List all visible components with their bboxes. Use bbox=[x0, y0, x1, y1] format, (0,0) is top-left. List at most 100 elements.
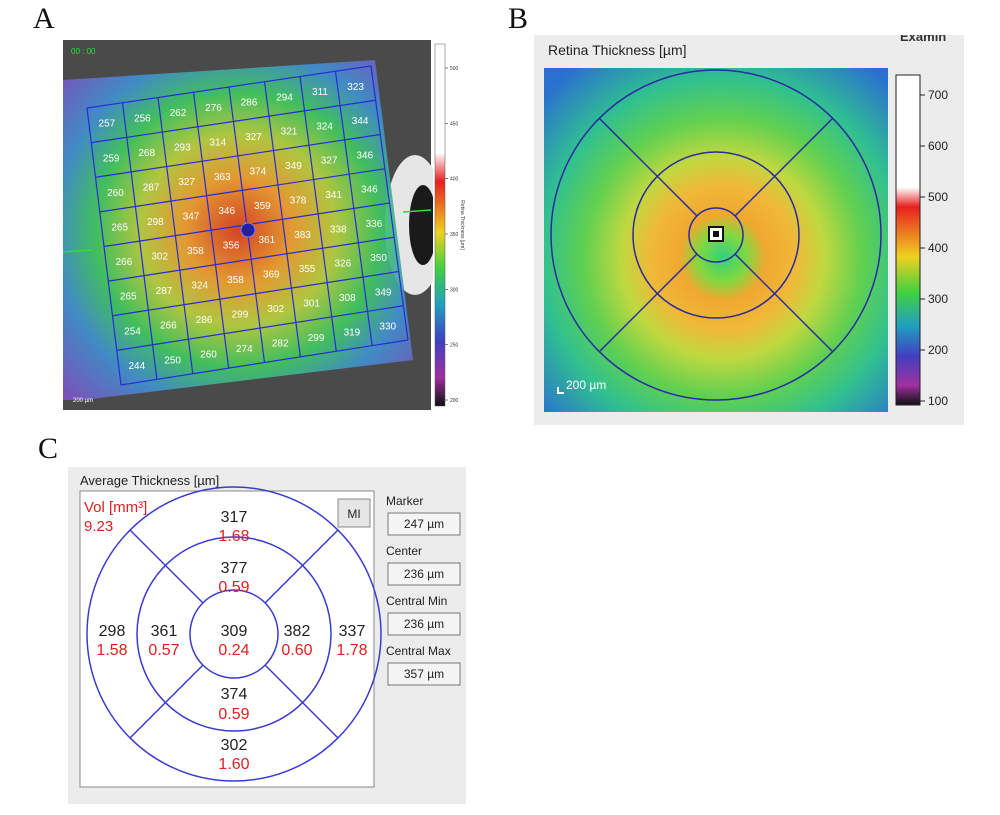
colorbar-title: Retina Thickness [µm] bbox=[459, 200, 465, 250]
vol-label: Vol [mm³] bbox=[84, 499, 147, 516]
sector-line-nw bbox=[598, 117, 698, 217]
inner-left-thickness: 361 bbox=[151, 623, 178, 640]
grid-cell-value: 260 bbox=[107, 188, 124, 199]
grid-cell-value: 244 bbox=[128, 361, 145, 372]
colorbar-ticks: 700 600 500 400 300 200 100 bbox=[920, 88, 948, 408]
grid-cell-value: 346 bbox=[356, 150, 373, 161]
grid-cell-value: 344 bbox=[352, 116, 369, 127]
inner-top-thickness: 377 bbox=[221, 560, 248, 577]
inner-bottom-thickness: 374 bbox=[221, 686, 248, 703]
middle-ring bbox=[632, 151, 800, 319]
outer-ring bbox=[86, 486, 382, 782]
colorbar-tick-label: 250 bbox=[450, 343, 459, 349]
colorbar-tick-label: 300 bbox=[450, 287, 459, 293]
grid-cell-value: 262 bbox=[170, 108, 187, 119]
inner-top-volume: 0.59 bbox=[218, 579, 249, 596]
field-label-marker: Marker bbox=[386, 494, 423, 508]
grid-cell-value: 326 bbox=[334, 259, 351, 270]
grid-cell-value: 265 bbox=[120, 292, 137, 303]
grid-cell-value: 336 bbox=[366, 219, 383, 230]
colorbar-tick-label: 500 bbox=[928, 190, 948, 204]
outer-top-volume: 1.68 bbox=[218, 528, 249, 545]
panel-label-c: C bbox=[38, 432, 59, 465]
grid-cell-value: 266 bbox=[160, 321, 177, 332]
colorbar-tick-label: 500 bbox=[450, 66, 459, 72]
outer-right-thickness: 337 bbox=[339, 623, 366, 640]
grid-cell-value: 355 bbox=[299, 264, 316, 275]
middle-ring bbox=[136, 536, 332, 732]
outer-top-thickness: 317 bbox=[221, 509, 248, 526]
grid-cell-value: 311 bbox=[312, 87, 328, 98]
grid-cell-value: 314 bbox=[210, 137, 227, 148]
field-value-central-min: 236 µm bbox=[404, 617, 444, 631]
corner-label: 00 : 00 bbox=[71, 47, 96, 56]
colorbar-tick-label: 600 bbox=[928, 139, 948, 153]
grid-cell-value: 323 bbox=[347, 82, 364, 93]
scan-line-left bbox=[62, 249, 94, 253]
grid-cell-value: 266 bbox=[116, 257, 133, 268]
grid-cell-value: 299 bbox=[308, 333, 325, 344]
outer-left-thickness: 298 bbox=[99, 623, 126, 640]
grid-cell-value: 324 bbox=[316, 121, 333, 132]
grid-cell-value: 341 bbox=[325, 190, 342, 201]
grid-cell-value: 298 bbox=[147, 217, 164, 228]
field-label-center: Center bbox=[386, 544, 422, 558]
grid-cell-value: 349 bbox=[375, 287, 392, 298]
grid-cell-value: 287 bbox=[156, 286, 173, 297]
grid-cell-value: 378 bbox=[290, 195, 307, 206]
grid-cell-value: 361 bbox=[258, 235, 275, 246]
colorbar-tick-label: 700 bbox=[928, 88, 948, 102]
grid-cell-value: 350 bbox=[370, 253, 387, 264]
panel-a-svg: 00 : 00 200 µm 257 256 262 276 286 294 311 3232… bbox=[62, 40, 473, 410]
grid-line-vertical bbox=[334, 71, 373, 346]
field-value-central-max: 357 µm bbox=[404, 667, 444, 681]
sector-values: 317 1.68 377 0.59 309 0.24 298 1.58 361 … bbox=[96, 509, 367, 773]
panel-label-a: A bbox=[33, 2, 55, 35]
grid-cell-value: 302 bbox=[151, 252, 168, 263]
grid-cell-value: 358 bbox=[227, 275, 244, 286]
colorbar-tick-label: 100 bbox=[928, 394, 948, 408]
colorbar-tick-label: 200 bbox=[450, 398, 459, 404]
grid-cell-value: 256 bbox=[134, 113, 151, 124]
grid-cell-value: 276 bbox=[205, 103, 222, 114]
inner-ring bbox=[189, 589, 279, 679]
grid-values: 257 256 262 276 286 294 311 323 259 268 293 314 327 3… bbox=[99, 82, 397, 372]
mi-button-frame[interactable] bbox=[337, 498, 371, 528]
sector-line-ne bbox=[264, 529, 339, 604]
scale-bar-icon bbox=[557, 387, 564, 394]
grid-cell-value: 308 bbox=[339, 293, 356, 304]
grid-cell-value: 302 bbox=[267, 304, 284, 315]
panel-c-title: Average Thickness [µm] bbox=[80, 473, 219, 488]
outer-right-volume: 1.78 bbox=[336, 642, 367, 659]
grid-line-vertical bbox=[370, 65, 409, 341]
outer-ring bbox=[550, 69, 882, 401]
sector-line-sw bbox=[598, 253, 698, 353]
grid-line-horizontal bbox=[116, 305, 404, 351]
panel-c-average-thickness: Average Thickness [µm] Vol [mm³] 9.23 MI… bbox=[68, 467, 466, 804]
grid-cell-value: 327 bbox=[321, 156, 338, 167]
grid-line-horizontal bbox=[120, 339, 409, 386]
grid-cell-value: 330 bbox=[379, 322, 396, 333]
mi-button-label[interactable]: MI bbox=[347, 507, 360, 521]
panel-b-thickness-map: Retina Thickness [µm] Examin 200 µm 700 6… bbox=[534, 29, 964, 425]
grid-cell-value: 383 bbox=[294, 230, 311, 241]
etdrs-chart bbox=[86, 486, 382, 782]
scan-line-right bbox=[402, 209, 432, 213]
fovea-marker bbox=[240, 222, 256, 238]
panel-b-title: Retina Thickness [µm] bbox=[548, 42, 687, 58]
sector-line-nw bbox=[129, 529, 204, 604]
scale-label: 200 µm bbox=[566, 378, 606, 392]
grid-cell-value: 257 bbox=[99, 119, 116, 130]
mi-button[interactable]: MI bbox=[337, 498, 371, 528]
inner-ring bbox=[688, 207, 744, 263]
grid-cell-value: 286 bbox=[241, 98, 258, 109]
grid-cell-value: 347 bbox=[183, 212, 200, 223]
colorbar-tick-label: 400 bbox=[450, 177, 459, 183]
colorbar bbox=[895, 74, 921, 406]
sector-line-ne bbox=[734, 117, 834, 217]
grid-cell-value: 356 bbox=[223, 241, 240, 252]
grid-cell-value: 358 bbox=[187, 246, 204, 257]
grid-cell-value: 301 bbox=[303, 299, 320, 310]
colorbar-tick-label: 350 bbox=[450, 232, 459, 238]
grid-cell-value: 349 bbox=[285, 161, 302, 172]
